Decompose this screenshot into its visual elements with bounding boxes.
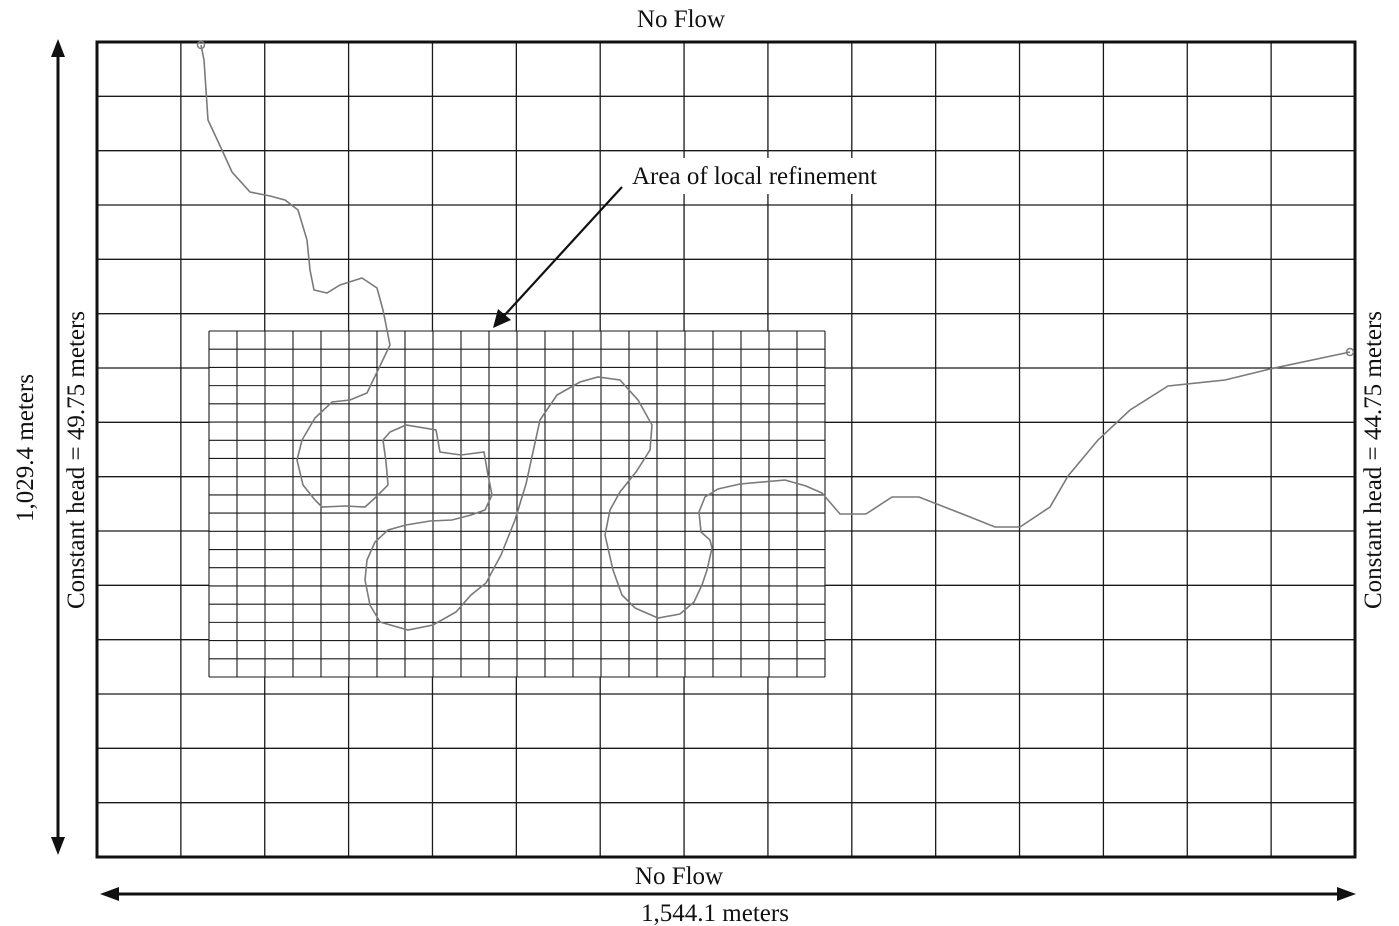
refinement-callout-label: Area of local refinement (632, 163, 877, 190)
top-boundary-label: No Flow (637, 6, 725, 33)
refinement-callout-arrow (493, 186, 623, 328)
height-dimension-label: 1,029.4 meters (12, 374, 39, 522)
model-boundary (95, 40, 1357, 859)
right-boundary-label: Constant head = 44.75 meters (1360, 311, 1387, 609)
local-refinement-grid (208, 330, 826, 678)
bottom-boundary-label: No Flow (635, 863, 723, 890)
stream-end-marker (1345, 347, 1355, 357)
height-dimension-arrow (51, 39, 65, 855)
stream-trace (200, 44, 1351, 631)
stream-start-marker (196, 40, 206, 50)
refinement-callout-box (626, 158, 926, 194)
left-boundary-label: Constant head = 49.75 meters (63, 311, 90, 609)
width-dimension-arrow (100, 887, 1356, 901)
width-dimension-label: 1,544.1 meters (641, 900, 789, 926)
